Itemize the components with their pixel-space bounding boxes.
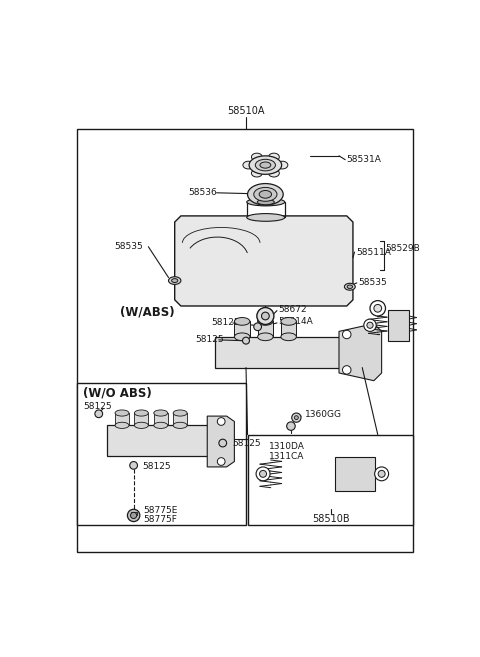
Ellipse shape <box>249 156 282 174</box>
Ellipse shape <box>258 317 273 325</box>
Ellipse shape <box>134 410 148 416</box>
Bar <box>234 321 250 337</box>
Bar <box>335 457 375 491</box>
Ellipse shape <box>277 161 288 169</box>
Text: 58535: 58535 <box>359 279 387 287</box>
Ellipse shape <box>252 153 262 161</box>
Ellipse shape <box>255 159 276 171</box>
Circle shape <box>378 470 385 478</box>
Circle shape <box>343 330 351 339</box>
Ellipse shape <box>260 162 271 168</box>
Circle shape <box>95 410 103 418</box>
Circle shape <box>343 366 351 374</box>
Ellipse shape <box>268 153 279 161</box>
Circle shape <box>217 418 225 425</box>
Ellipse shape <box>173 422 187 428</box>
Bar <box>134 413 148 425</box>
Ellipse shape <box>234 333 250 340</box>
Polygon shape <box>207 416 234 467</box>
Ellipse shape <box>154 410 168 416</box>
Ellipse shape <box>345 283 355 290</box>
Text: 58511A: 58511A <box>356 248 391 257</box>
Text: 58531A: 58531A <box>347 155 382 164</box>
Ellipse shape <box>347 285 353 288</box>
Circle shape <box>374 304 382 312</box>
Text: 58514A: 58514A <box>278 317 313 326</box>
Bar <box>154 413 168 425</box>
Ellipse shape <box>168 277 181 284</box>
Text: 1311CA: 1311CA <box>269 451 305 461</box>
Text: (W/O ABS): (W/O ABS) <box>83 386 152 399</box>
Circle shape <box>130 461 137 469</box>
Bar <box>107 425 227 456</box>
Text: 58775F: 58775F <box>144 515 178 524</box>
Text: 1310DA: 1310DA <box>269 442 305 451</box>
Ellipse shape <box>134 422 148 428</box>
Text: 58125: 58125 <box>83 401 112 411</box>
Text: 58125: 58125 <box>142 462 171 470</box>
Ellipse shape <box>247 214 285 221</box>
Ellipse shape <box>234 317 250 325</box>
Ellipse shape <box>115 422 129 428</box>
Text: 58775E: 58775E <box>144 505 178 514</box>
Circle shape <box>375 467 389 481</box>
Ellipse shape <box>281 333 296 340</box>
Text: 1360GG: 1360GG <box>305 410 342 419</box>
Circle shape <box>217 458 225 465</box>
Ellipse shape <box>281 317 296 325</box>
Circle shape <box>370 301 385 316</box>
Polygon shape <box>339 324 382 380</box>
Ellipse shape <box>259 191 272 198</box>
Circle shape <box>257 307 274 325</box>
Circle shape <box>287 422 295 430</box>
Circle shape <box>256 467 270 481</box>
Ellipse shape <box>115 410 129 416</box>
Bar <box>388 310 409 340</box>
Ellipse shape <box>248 183 283 205</box>
Bar <box>281 321 296 337</box>
Circle shape <box>260 470 266 478</box>
Circle shape <box>127 509 140 522</box>
Text: 58536: 58536 <box>188 189 216 197</box>
Circle shape <box>292 413 301 422</box>
Ellipse shape <box>254 187 277 201</box>
Ellipse shape <box>154 422 168 428</box>
Ellipse shape <box>173 410 187 416</box>
Circle shape <box>367 322 373 328</box>
Ellipse shape <box>257 199 274 205</box>
Text: 58510B: 58510B <box>312 514 350 524</box>
Circle shape <box>242 337 250 344</box>
Ellipse shape <box>247 198 285 206</box>
Bar <box>248 434 413 526</box>
Ellipse shape <box>258 333 273 340</box>
Circle shape <box>294 416 298 420</box>
Text: 58510A: 58510A <box>227 106 265 116</box>
Ellipse shape <box>268 170 279 177</box>
Bar <box>77 129 413 553</box>
Bar <box>77 383 246 526</box>
Ellipse shape <box>243 161 254 169</box>
Text: (W/ABS): (W/ABS) <box>120 306 175 319</box>
Circle shape <box>254 323 262 330</box>
Bar <box>173 413 187 425</box>
Circle shape <box>262 312 269 320</box>
Ellipse shape <box>172 279 178 283</box>
Text: 58529B: 58529B <box>385 244 420 253</box>
Ellipse shape <box>252 170 262 177</box>
Bar <box>131 512 137 516</box>
Text: 58125: 58125 <box>232 439 261 447</box>
Text: 58535: 58535 <box>114 242 143 251</box>
Text: 58125: 58125 <box>196 334 224 344</box>
Circle shape <box>131 512 137 518</box>
Polygon shape <box>175 216 353 306</box>
Circle shape <box>364 319 376 331</box>
Text: 58672: 58672 <box>278 306 307 314</box>
Circle shape <box>219 439 227 447</box>
Bar <box>115 413 129 425</box>
Bar <box>215 337 362 367</box>
Text: 58125: 58125 <box>211 318 240 327</box>
Bar <box>258 321 273 337</box>
